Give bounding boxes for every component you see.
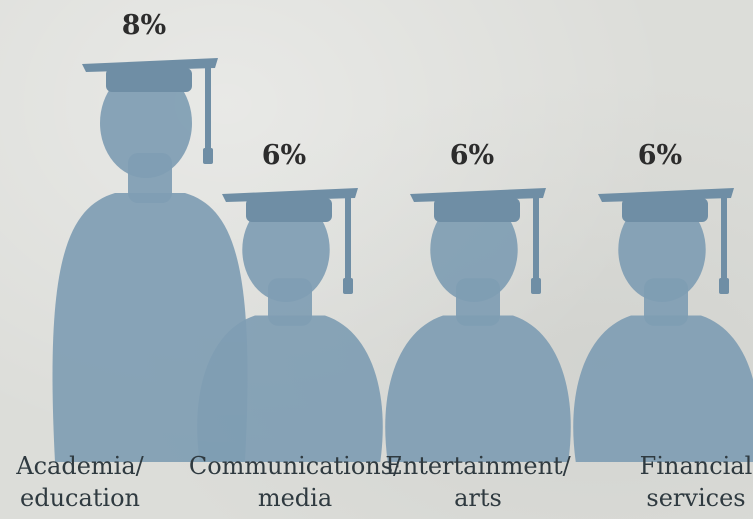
- cap-band: [246, 198, 332, 222]
- tassel-end: [531, 278, 541, 294]
- value-label-2: 6%: [450, 140, 494, 171]
- figure-body: [385, 315, 571, 462]
- category-label-2-line-0: Entertainment/: [385, 452, 571, 480]
- category-label-0-line-0: Academia/: [15, 452, 144, 480]
- graduate-figure-2: [385, 188, 571, 462]
- category-label-0-line-1: education: [20, 484, 140, 512]
- graduate-figure-0: [52, 58, 248, 462]
- figure-body: [573, 315, 753, 462]
- graduate-figure-1: [197, 188, 383, 462]
- figure-head: [430, 197, 518, 302]
- graduate-figure-3: [573, 188, 753, 462]
- value-label-1: 6%: [262, 140, 306, 171]
- category-label-1-line-0: Communications/: [189, 452, 402, 480]
- category-label-3-line-0: Financial: [640, 452, 753, 480]
- cap-band: [622, 198, 708, 222]
- category-label-1-line-1: media: [258, 484, 332, 512]
- figure-head: [618, 197, 706, 302]
- figure-body: [197, 315, 383, 462]
- chart-labels: 8% Academia/education 6% Communications/med…: [15, 10, 752, 512]
- tassel-end: [203, 148, 213, 164]
- tassel-end: [343, 278, 353, 294]
- figure-head: [242, 197, 330, 302]
- figure-head: [100, 68, 192, 178]
- cap-band: [106, 68, 192, 92]
- value-label-0: 8%: [122, 10, 166, 41]
- chart-marks: [52, 58, 753, 462]
- figure-body: [52, 193, 248, 462]
- category-label-2-line-1: arts: [454, 484, 502, 512]
- tassel-end: [719, 278, 729, 294]
- cap-band: [434, 198, 520, 222]
- value-label-3: 6%: [638, 140, 682, 171]
- category-label-3-line-1: services: [646, 484, 745, 512]
